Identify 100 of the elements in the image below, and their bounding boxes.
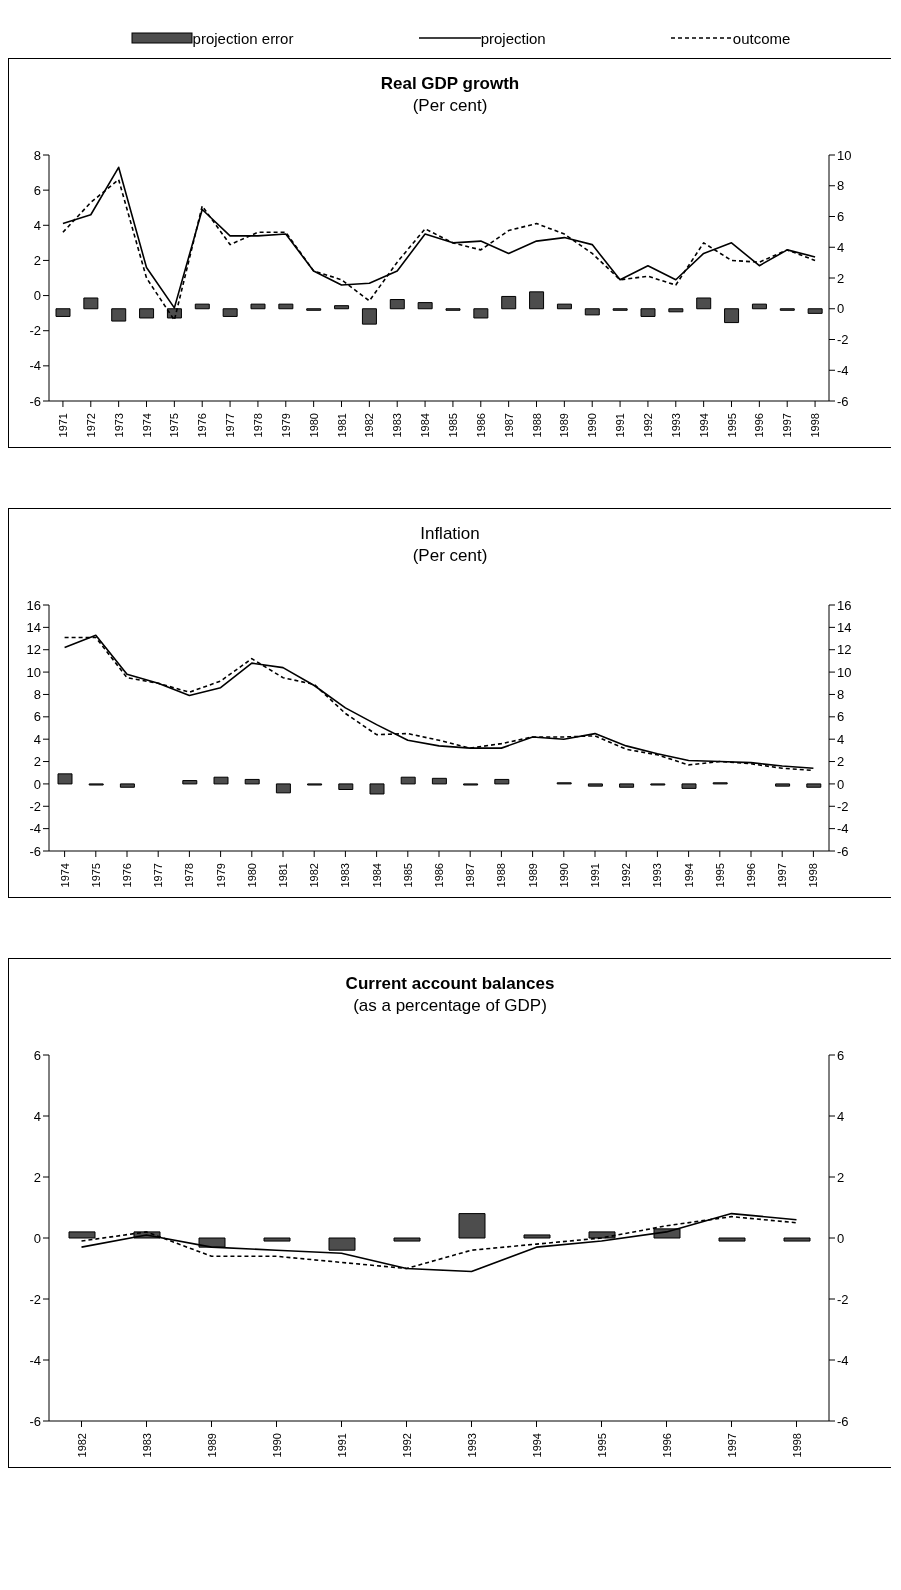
y2-tick-label: 6 — [837, 209, 845, 225]
x-tick-label: 1993 — [669, 413, 682, 438]
x-tick-label: 1994 — [530, 1433, 543, 1458]
bar — [587, 783, 603, 787]
bar — [222, 308, 238, 317]
x-tick-label: 1988 — [530, 413, 543, 438]
y2-tick-label: -4 — [837, 821, 849, 837]
y2-tick-label: 0 — [837, 301, 845, 317]
y2-tick-label: 14 — [837, 619, 852, 635]
bar — [213, 776, 229, 785]
chart-title: Real GDP growth — [379, 73, 521, 95]
x-tick-label: 1980 — [245, 863, 258, 888]
y-tick-label: 8 — [33, 687, 41, 703]
x-tick-label: 1983 — [339, 863, 352, 888]
x-tick-label: 1990 — [557, 863, 570, 888]
x-tick-label: 1984 — [370, 863, 383, 888]
y-tick-label: 4 — [33, 731, 41, 747]
x-tick-label: 1997 — [725, 1433, 738, 1458]
x-tick-label: 1991 — [335, 1433, 348, 1458]
bar — [783, 1237, 811, 1242]
x-tick-label: 1986 — [433, 863, 445, 888]
bar — [263, 1237, 291, 1242]
bar — [584, 308, 600, 316]
y2-tick-label: -4 — [837, 1352, 849, 1368]
bar — [640, 308, 656, 317]
bar — [198, 1237, 226, 1248]
y-tick-label: 6 — [33, 182, 41, 198]
bar — [619, 783, 635, 788]
y2-tick-label: 10 — [837, 147, 852, 163]
x-tick-label: 1980 — [307, 413, 320, 438]
x-tick-label: 1992 — [620, 863, 633, 888]
y-tick-label: -6 — [29, 843, 41, 859]
y2-tick-label: 12 — [837, 642, 852, 658]
bar — [458, 1213, 486, 1239]
bar — [494, 778, 510, 785]
y-tick-label: -4 — [29, 1352, 41, 1368]
y-tick-label: -6 — [29, 1413, 41, 1429]
x-tick-label: 1976 — [121, 863, 133, 888]
bar — [718, 1237, 746, 1242]
x-tick-label: 1974 — [58, 863, 71, 888]
chart-title: Current account balances — [344, 973, 556, 995]
y-tick-label: 8 — [33, 147, 41, 163]
x-tick-label: 1985 — [446, 413, 459, 438]
y2-tick-label: -6 — [837, 393, 849, 409]
chart-subtitle: (Per cent) — [411, 95, 489, 117]
x-tick-label: 1994 — [682, 863, 695, 888]
legend-label: projection — [480, 29, 546, 47]
x-tick-label: 1993 — [651, 863, 664, 888]
x-tick-label: 1998 — [809, 413, 822, 438]
y2-tick-label: -2 — [837, 798, 849, 814]
bar — [400, 776, 416, 785]
bar — [588, 1231, 616, 1239]
bar — [724, 308, 740, 324]
y2-tick-label: 8 — [837, 687, 845, 703]
y2-tick-label: 2 — [837, 1169, 845, 1185]
y-tick-label: 10 — [26, 664, 41, 680]
bar — [417, 302, 433, 310]
x-tick-label: 1972 — [84, 413, 97, 438]
x-tick-label: 1991 — [614, 413, 627, 438]
x-tick-label: 1979 — [214, 863, 227, 888]
x-tick-label: 1982 — [75, 1433, 88, 1458]
x-tick-label: 1995 — [725, 413, 738, 438]
y2-tick-label: 0 — [837, 776, 845, 792]
x-tick-label: 1998 — [790, 1433, 803, 1458]
bar — [57, 773, 73, 785]
y2-tick-label: 4 — [837, 731, 845, 747]
y-tick-label: 12 — [26, 642, 41, 658]
y2-tick-label: 0 — [837, 1230, 845, 1246]
x-tick-label: 1984 — [419, 413, 432, 438]
bar — [328, 1237, 356, 1251]
bar — [334, 305, 350, 310]
x-tick-label: 1982 — [363, 413, 376, 438]
x-tick-label: 1982 — [308, 863, 321, 888]
x-tick-label: 1992 — [400, 1433, 413, 1458]
x-tick-label: 1971 — [56, 413, 69, 438]
x-tick-label: 1993 — [465, 1433, 478, 1458]
chart-title: Inflation — [419, 523, 481, 545]
y-tick-label: -2 — [29, 798, 41, 814]
bar — [275, 783, 291, 794]
x-tick-label: 1997 — [776, 863, 789, 888]
x-tick-label: 1996 — [660, 1433, 673, 1458]
x-tick-label: 1987 — [502, 413, 515, 438]
y-tick-label: -4 — [29, 821, 41, 837]
bar — [523, 1234, 551, 1239]
y-tick-label: 2 — [33, 253, 41, 269]
x-tick-label: 1981 — [277, 863, 289, 888]
bar — [431, 777, 447, 785]
y2-tick-label: 2 — [837, 270, 845, 286]
bar — [501, 295, 517, 310]
y-tick-label: 6 — [33, 1047, 41, 1063]
bar — [556, 303, 572, 310]
x-tick-label: 1992 — [641, 413, 654, 438]
x-tick-label: 1979 — [279, 413, 292, 438]
bar — [681, 783, 697, 789]
bar — [361, 308, 377, 325]
x-tick-label: 1998 — [807, 863, 820, 888]
x-tick-label: 1977 — [152, 863, 165, 888]
y-tick-label: 0 — [33, 776, 41, 792]
x-tick-label: 1978 — [251, 413, 264, 438]
x-tick-label: 1974 — [140, 413, 153, 438]
